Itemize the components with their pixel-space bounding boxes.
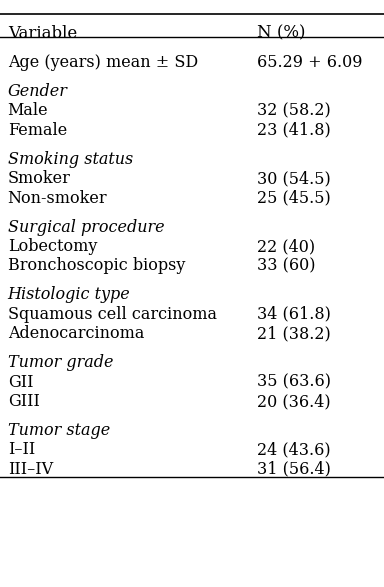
- Text: 31 (56.4): 31 (56.4): [257, 461, 331, 478]
- Text: GIII: GIII: [8, 393, 40, 410]
- Text: Male: Male: [8, 102, 48, 119]
- Text: 24 (43.6): 24 (43.6): [257, 441, 331, 458]
- Text: Age (years) mean ± SD: Age (years) mean ± SD: [8, 54, 198, 71]
- Text: Smoker: Smoker: [8, 170, 71, 187]
- Text: Histologic type: Histologic type: [8, 286, 131, 303]
- Text: 34 (61.8): 34 (61.8): [257, 306, 331, 323]
- Text: Squamous cell carcinoma: Squamous cell carcinoma: [8, 306, 217, 323]
- Text: 33 (60): 33 (60): [257, 258, 316, 274]
- Text: I–II: I–II: [8, 441, 35, 458]
- Text: GII: GII: [8, 374, 33, 390]
- Text: Gender: Gender: [8, 83, 68, 100]
- Text: 22 (40): 22 (40): [257, 238, 315, 255]
- Text: Non-smoker: Non-smoker: [8, 190, 107, 207]
- Text: 21 (38.2): 21 (38.2): [257, 325, 331, 342]
- Text: Adenocarcinoma: Adenocarcinoma: [8, 325, 144, 342]
- Text: Smoking status: Smoking status: [8, 151, 133, 168]
- Text: 23 (41.8): 23 (41.8): [257, 122, 331, 139]
- Text: 65.29 + 6.09: 65.29 + 6.09: [257, 54, 363, 71]
- Text: N (%): N (%): [257, 25, 306, 42]
- Text: Bronchoscopic biopsy: Bronchoscopic biopsy: [8, 258, 185, 274]
- Text: 30 (54.5): 30 (54.5): [257, 170, 331, 187]
- Text: Lobectomy: Lobectomy: [8, 238, 97, 255]
- Text: 35 (63.6): 35 (63.6): [257, 374, 331, 390]
- Text: Tumor grade: Tumor grade: [8, 355, 113, 371]
- Text: Tumor stage: Tumor stage: [8, 422, 110, 439]
- Text: Female: Female: [8, 122, 67, 139]
- Text: 25 (45.5): 25 (45.5): [257, 190, 331, 207]
- Text: 20 (36.4): 20 (36.4): [257, 393, 331, 410]
- Text: Variable: Variable: [8, 25, 77, 42]
- Text: Surgical procedure: Surgical procedure: [8, 219, 164, 235]
- Text: III–IV: III–IV: [8, 461, 53, 478]
- Text: 32 (58.2): 32 (58.2): [257, 102, 331, 119]
